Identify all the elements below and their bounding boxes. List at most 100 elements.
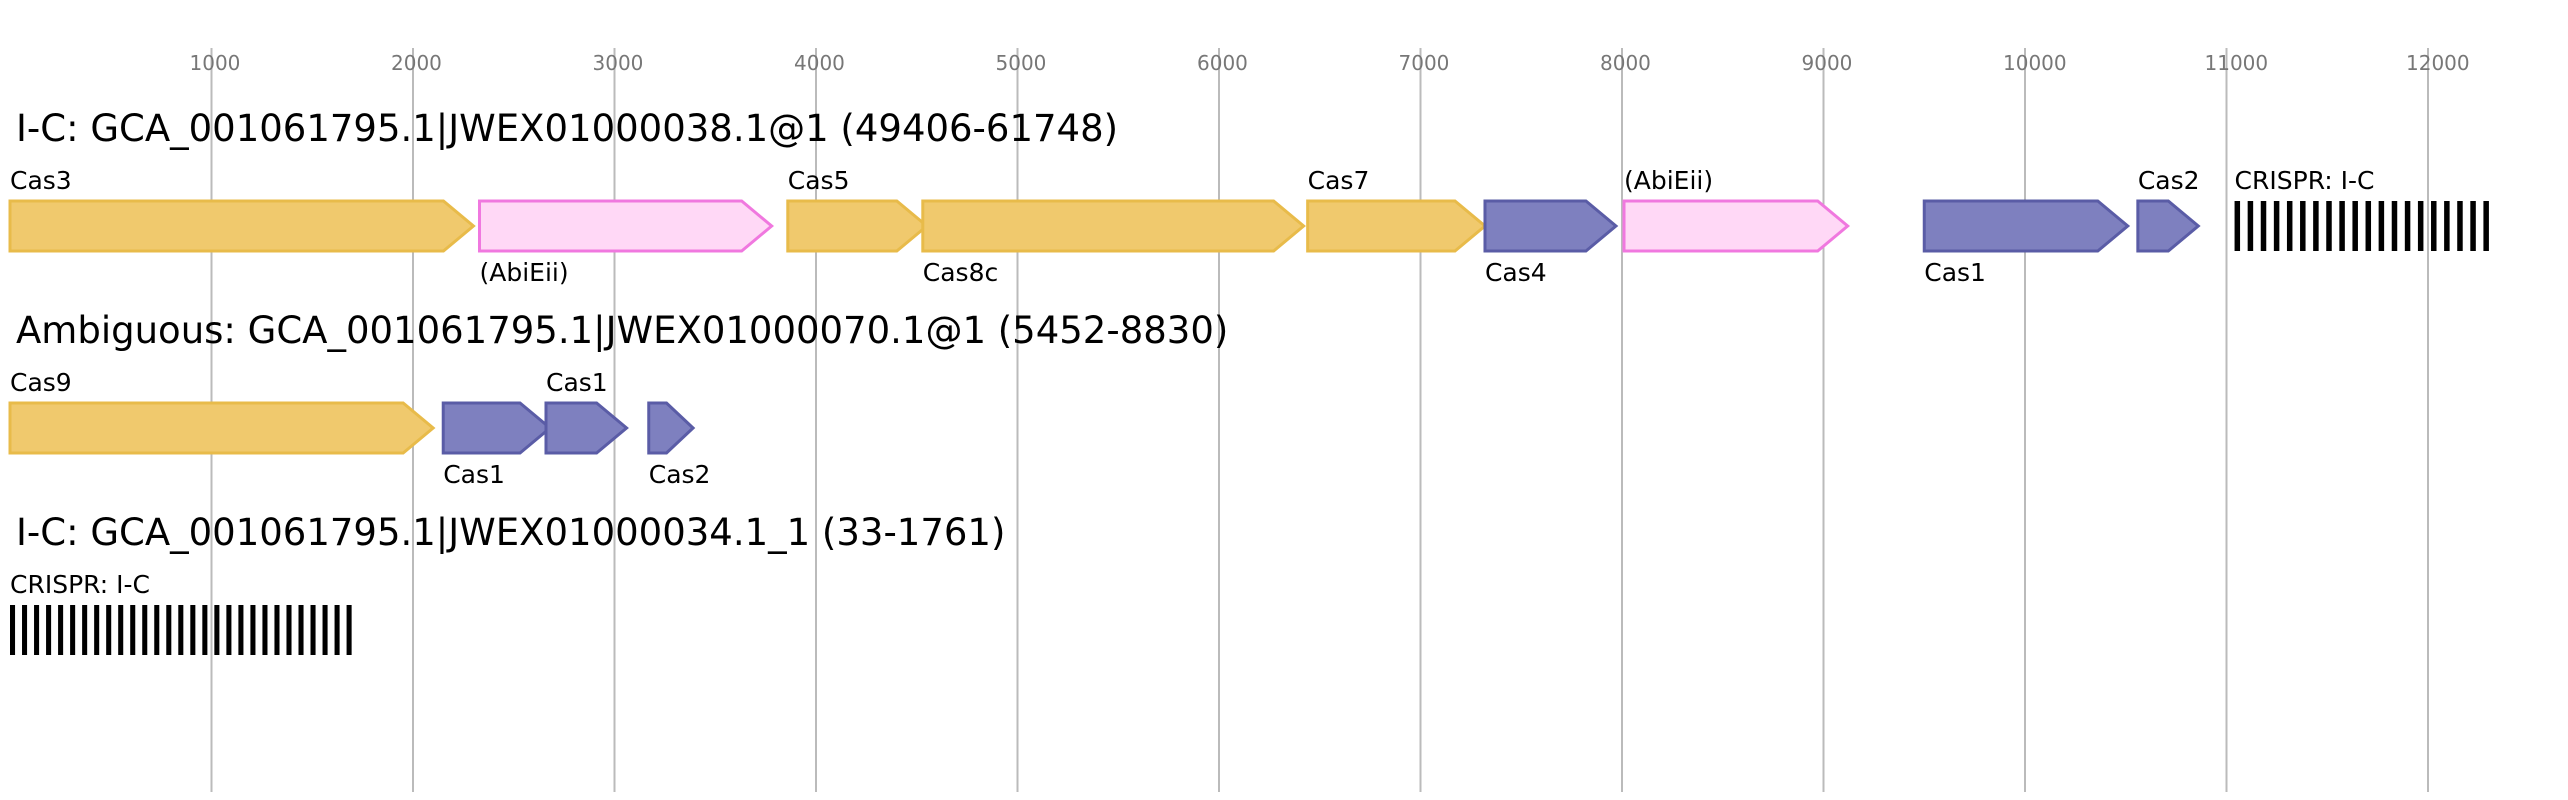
tick-label: 11000: [2205, 51, 2269, 75]
gene-label: Cas9: [10, 368, 72, 397]
crispr-repeat: [2313, 201, 2319, 251]
track-title: Ambiguous: GCA_001061795.1|JWEX01000070.…: [16, 309, 1228, 352]
crispr-repeat: [310, 605, 316, 655]
crispr-repeat: [2404, 201, 2411, 251]
crispr-repeat: [286, 605, 292, 655]
tick-label: 9000: [1802, 51, 1853, 75]
crispr-repeat: [2483, 201, 2489, 251]
gene-arrow: [786, 199, 930, 253]
crispr-repeat: [2352, 201, 2358, 251]
crispr-repeat: [214, 605, 220, 655]
tick-label: 2000: [391, 51, 442, 75]
crispr-repeat: [2273, 201, 2280, 251]
gene-arrow: [1622, 199, 1851, 253]
crispr-repeat: [10, 605, 16, 655]
gene-arrow: [8, 401, 436, 455]
gene-arrow: [544, 401, 629, 455]
crispr-label: CRISPR: I-C: [2235, 166, 2375, 195]
axis-grid: [210, 48, 2429, 792]
crispr-array: [2234, 201, 2489, 251]
crispr-label: CRISPR: I-C: [10, 570, 150, 599]
gene-label: (AbiEii): [1624, 166, 1713, 195]
crispr-repeat: [2300, 201, 2306, 251]
gene-label: Cas4: [1485, 258, 1547, 287]
crispr-repeat: [2286, 201, 2293, 251]
crispr-repeat: [2247, 201, 2254, 251]
gene-arrow: [8, 199, 476, 253]
locus-track: I-C: GCA_001061795.1|JWEX01000034.1_1 (3…: [10, 511, 1005, 655]
crispr-repeat: [178, 605, 184, 655]
crispr-repeat: [334, 605, 340, 655]
tick-label: 1000: [190, 51, 241, 75]
gene-label: Cas1: [443, 460, 505, 489]
crispr-repeat: [166, 605, 172, 655]
crispr-repeat: [58, 605, 64, 655]
gene-arrow: [647, 401, 696, 455]
crispr-repeat: [190, 605, 196, 655]
gene-arrow: [1483, 199, 1619, 253]
crispr-repeat: [2378, 201, 2385, 251]
gene-label: Cas3: [10, 166, 72, 195]
locus-tracks: I-C: GCA_001061795.1|JWEX01000038.1@1 (4…: [8, 107, 2489, 655]
crispr-repeat: [2234, 201, 2241, 251]
gene-arrow: [477, 199, 775, 253]
gene-label: Cas1: [1924, 258, 1986, 287]
track-title: I-C: GCA_001061795.1|JWEX01000034.1_1 (3…: [16, 511, 1005, 554]
crispr-repeat: [226, 605, 232, 655]
tick-label: 7000: [1399, 51, 1450, 75]
track-title: I-C: GCA_001061795.1|JWEX01000038.1@1 (4…: [16, 107, 1118, 150]
gene-label: Cas1: [546, 368, 608, 397]
crispr-repeat: [46, 605, 52, 655]
crispr-repeat: [238, 605, 244, 655]
tick-label: 8000: [1600, 51, 1651, 75]
locus-track: I-C: GCA_001061795.1|JWEX01000038.1@1 (4…: [8, 107, 2489, 287]
crispr-repeat: [2417, 201, 2424, 251]
crispr-repeat: [2260, 201, 2267, 251]
crispr-repeat: [202, 605, 208, 655]
gene-label: Cas2: [649, 460, 711, 489]
crispr-repeat: [34, 605, 40, 655]
crispr-repeat: [2431, 201, 2437, 251]
tick-label: 6000: [1197, 51, 1248, 75]
tick-label: 3000: [593, 51, 644, 75]
tick-label: 5000: [996, 51, 1047, 75]
crispr-repeat: [346, 605, 352, 655]
gene-label: Cas8c: [923, 258, 998, 287]
crispr-repeat: [262, 605, 268, 655]
crispr-repeat: [2457, 201, 2463, 251]
crispr-repeat: [2470, 201, 2476, 251]
gene-arrow: [2136, 199, 2201, 253]
tick-label: 12000: [2406, 51, 2470, 75]
crispr-repeat: [2365, 201, 2372, 251]
crispr-repeat: [154, 605, 160, 655]
crispr-repeat: [2326, 201, 2332, 251]
crispr-repeat: [2391, 201, 2398, 251]
crispr-repeat: [250, 605, 256, 655]
gene-label: (AbiEii): [479, 258, 568, 287]
crispr-repeat: [298, 605, 304, 655]
gene-arrow: [921, 199, 1306, 253]
crispr-repeat: [106, 605, 112, 655]
crispr-repeat: [274, 605, 280, 655]
axis-tick-labels: 1000 2000 3000 4000 5000 6000 7000 8000 9000 1000…: [190, 51, 2470, 75]
gene-label: Cas7: [1308, 166, 1370, 195]
crispr-repeat: [2339, 201, 2345, 251]
crispr-repeat: [322, 605, 328, 655]
crispr-repeat: [130, 605, 136, 655]
gene-arrow: [1306, 199, 1488, 253]
gene-label: Cas2: [2138, 166, 2200, 195]
gene-label: Cas5: [788, 166, 850, 195]
crispr-repeat: [94, 605, 100, 655]
gene-arrow: [441, 401, 553, 455]
gene-arrow: [1922, 199, 2131, 253]
tick-label: 10000: [2003, 51, 2067, 75]
tick-label: 4000: [794, 51, 845, 75]
crispr-repeat: [142, 605, 148, 655]
crispr-repeat: [22, 605, 28, 655]
crispr-repeat: [2444, 201, 2450, 251]
locus-track: Ambiguous: GCA_001061795.1|JWEX01000070.…: [8, 309, 1228, 489]
crispr-repeat: [82, 605, 88, 655]
crispr-repeat: [118, 605, 124, 655]
crispr-array: [10, 605, 352, 655]
